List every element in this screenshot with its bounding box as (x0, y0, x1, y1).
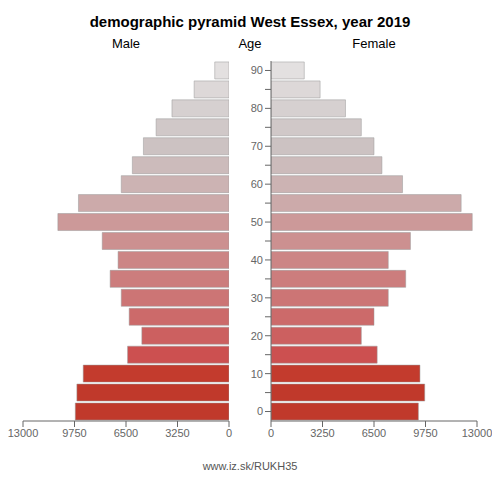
svg-text:6500: 6500 (362, 427, 386, 439)
svg-text:13000: 13000 (462, 427, 492, 439)
svg-text:3250: 3250 (310, 427, 334, 439)
html-text:Female: Female (352, 36, 396, 51)
svg-text:50: 50 (251, 216, 263, 228)
svg-text:80: 80 (251, 102, 263, 114)
svg-text:0: 0 (257, 405, 263, 417)
svg-text:40: 40 (251, 254, 263, 266)
svg-text:9750: 9750 (62, 427, 86, 439)
html-text:Male: Male (111, 36, 141, 51)
html-text:Age: Age (238, 36, 262, 51)
svg-text:6500: 6500 (114, 427, 138, 439)
svg-text:20: 20 (251, 330, 263, 342)
svg-text:0: 0 (268, 427, 274, 439)
svg-text:30: 30 (251, 292, 263, 304)
html-text:www.iz.sk/RUKH35: www.iz.sk/RUKH35 (202, 460, 298, 472)
svg-text:70: 70 (251, 140, 263, 152)
svg-text:9750: 9750 (413, 427, 437, 439)
html-text:demographic pyramid West Essex: demographic pyramid West Essex, year 201… (89, 13, 411, 30)
svg-text:60: 60 (251, 178, 263, 190)
svg-text:10: 10 (251, 368, 263, 380)
svg-text:3250: 3250 (165, 427, 189, 439)
svg-text:0: 0 (226, 427, 232, 439)
svg-text:90: 90 (251, 64, 263, 76)
svg-text:13000: 13000 (8, 427, 38, 439)
